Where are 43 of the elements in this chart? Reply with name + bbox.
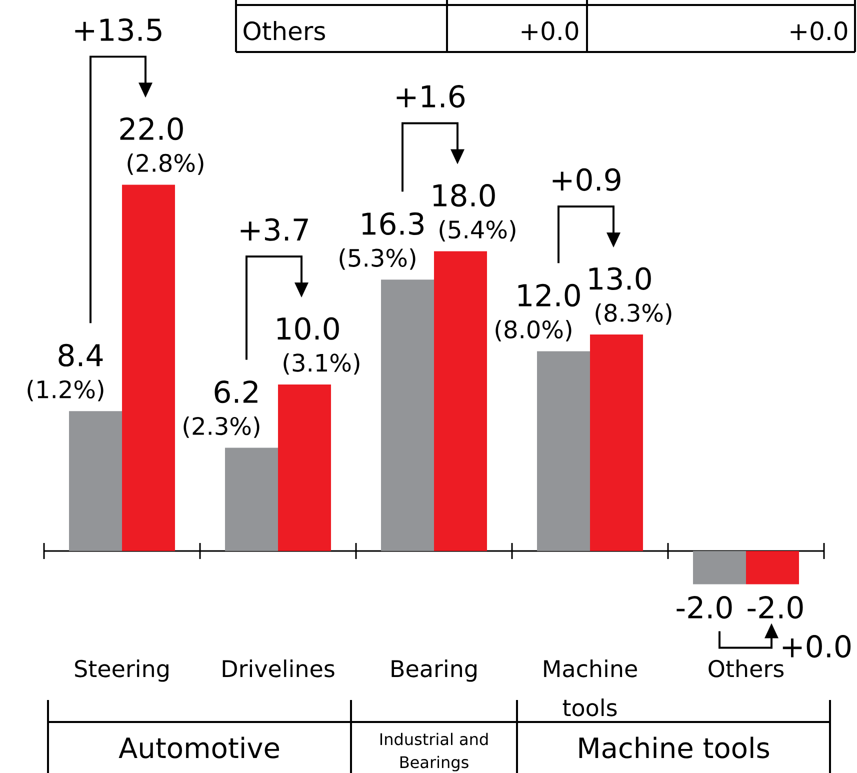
data-label: 18.0 [433,184,495,207]
x-tick-label: Machine tools [544,660,637,716]
annotation: (1.2%) [28,380,104,402]
bar [590,334,644,551]
text: Others [244,20,325,40]
bar [537,351,590,551]
x-tick-label: Steering [75,660,168,682]
text: +0.0 [522,21,578,40]
annotation: (2.3%) [184,416,260,438]
bar [225,448,278,551]
bar [69,411,122,551]
data-label: 13.0 [589,267,651,290]
text: +13.5 [75,18,162,42]
data-label: -2.0 [748,596,803,619]
bar [693,550,746,584]
text: +1.6 [396,85,465,108]
data-label: 22.0 [120,117,183,140]
text: +0.0 [790,21,848,40]
annotation: +0.9 [552,168,620,191]
annotation: (5.4%) [440,220,516,242]
annotation: (3.1%) [284,353,360,375]
text: Automotive [118,736,280,758]
text: Machine tools [579,736,770,758]
x-tick-label: Bearing [392,660,476,682]
bar [434,251,488,551]
annotation: (8.3%) [596,303,672,325]
data-label: 10.0 [277,317,339,340]
text: (2.8%) [128,153,204,175]
x-tick-label: Others [708,660,784,678]
bar [746,550,799,584]
data-label: 16.3 [362,212,424,236]
annotation: (8.0%) [496,320,572,342]
text: +0.0 [782,635,851,658]
x-tick-label: Drivelines [222,660,334,678]
data-label: 12.0 [518,284,580,307]
data-label: 6.2 [214,380,258,404]
bar [381,280,434,551]
annotation: +3.7 [240,218,308,241]
bar [278,384,332,551]
text: Industrial and Bearings [380,732,488,772]
data-label: 8.4 [58,344,103,367]
annotation: (5.3%) [340,248,416,270]
data-label: -2.0 [676,596,732,619]
